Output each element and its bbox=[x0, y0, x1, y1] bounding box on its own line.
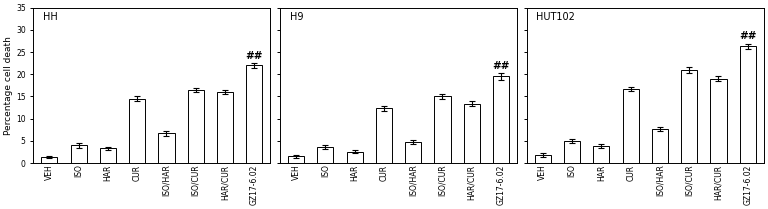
Bar bbox=[435, 97, 451, 163]
Bar bbox=[652, 129, 668, 163]
Bar bbox=[710, 79, 727, 163]
Bar bbox=[158, 133, 174, 163]
Bar bbox=[535, 155, 551, 163]
Bar bbox=[288, 156, 304, 163]
Bar bbox=[406, 142, 422, 163]
Bar bbox=[247, 65, 263, 163]
Text: H9: H9 bbox=[290, 12, 303, 22]
Bar bbox=[187, 90, 204, 163]
Text: ##: ## bbox=[492, 61, 510, 71]
Text: HH: HH bbox=[43, 12, 58, 22]
Bar bbox=[623, 89, 639, 163]
Bar bbox=[740, 46, 756, 163]
Bar bbox=[41, 157, 58, 163]
Bar bbox=[594, 146, 610, 163]
Text: ##: ## bbox=[246, 51, 263, 60]
Text: ##: ## bbox=[739, 31, 756, 41]
Bar bbox=[376, 108, 392, 163]
Bar bbox=[346, 152, 362, 163]
Bar bbox=[464, 104, 480, 163]
Bar bbox=[681, 70, 697, 163]
Bar bbox=[129, 99, 145, 163]
Bar bbox=[564, 141, 580, 163]
Bar bbox=[100, 148, 116, 163]
Bar bbox=[317, 147, 333, 163]
Y-axis label: Percentage cell death: Percentage cell death bbox=[4, 36, 13, 135]
Bar bbox=[493, 76, 509, 163]
Text: HUT102: HUT102 bbox=[536, 12, 575, 22]
Bar bbox=[217, 92, 233, 163]
Bar bbox=[71, 145, 87, 163]
